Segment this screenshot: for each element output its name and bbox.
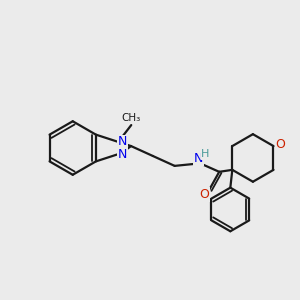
Text: CH₃: CH₃ [122, 113, 141, 123]
Text: O: O [200, 188, 209, 201]
Text: N: N [194, 152, 203, 165]
Text: N: N [118, 135, 127, 148]
Text: N: N [118, 148, 127, 160]
Text: H: H [201, 149, 209, 159]
Text: O: O [275, 138, 285, 151]
